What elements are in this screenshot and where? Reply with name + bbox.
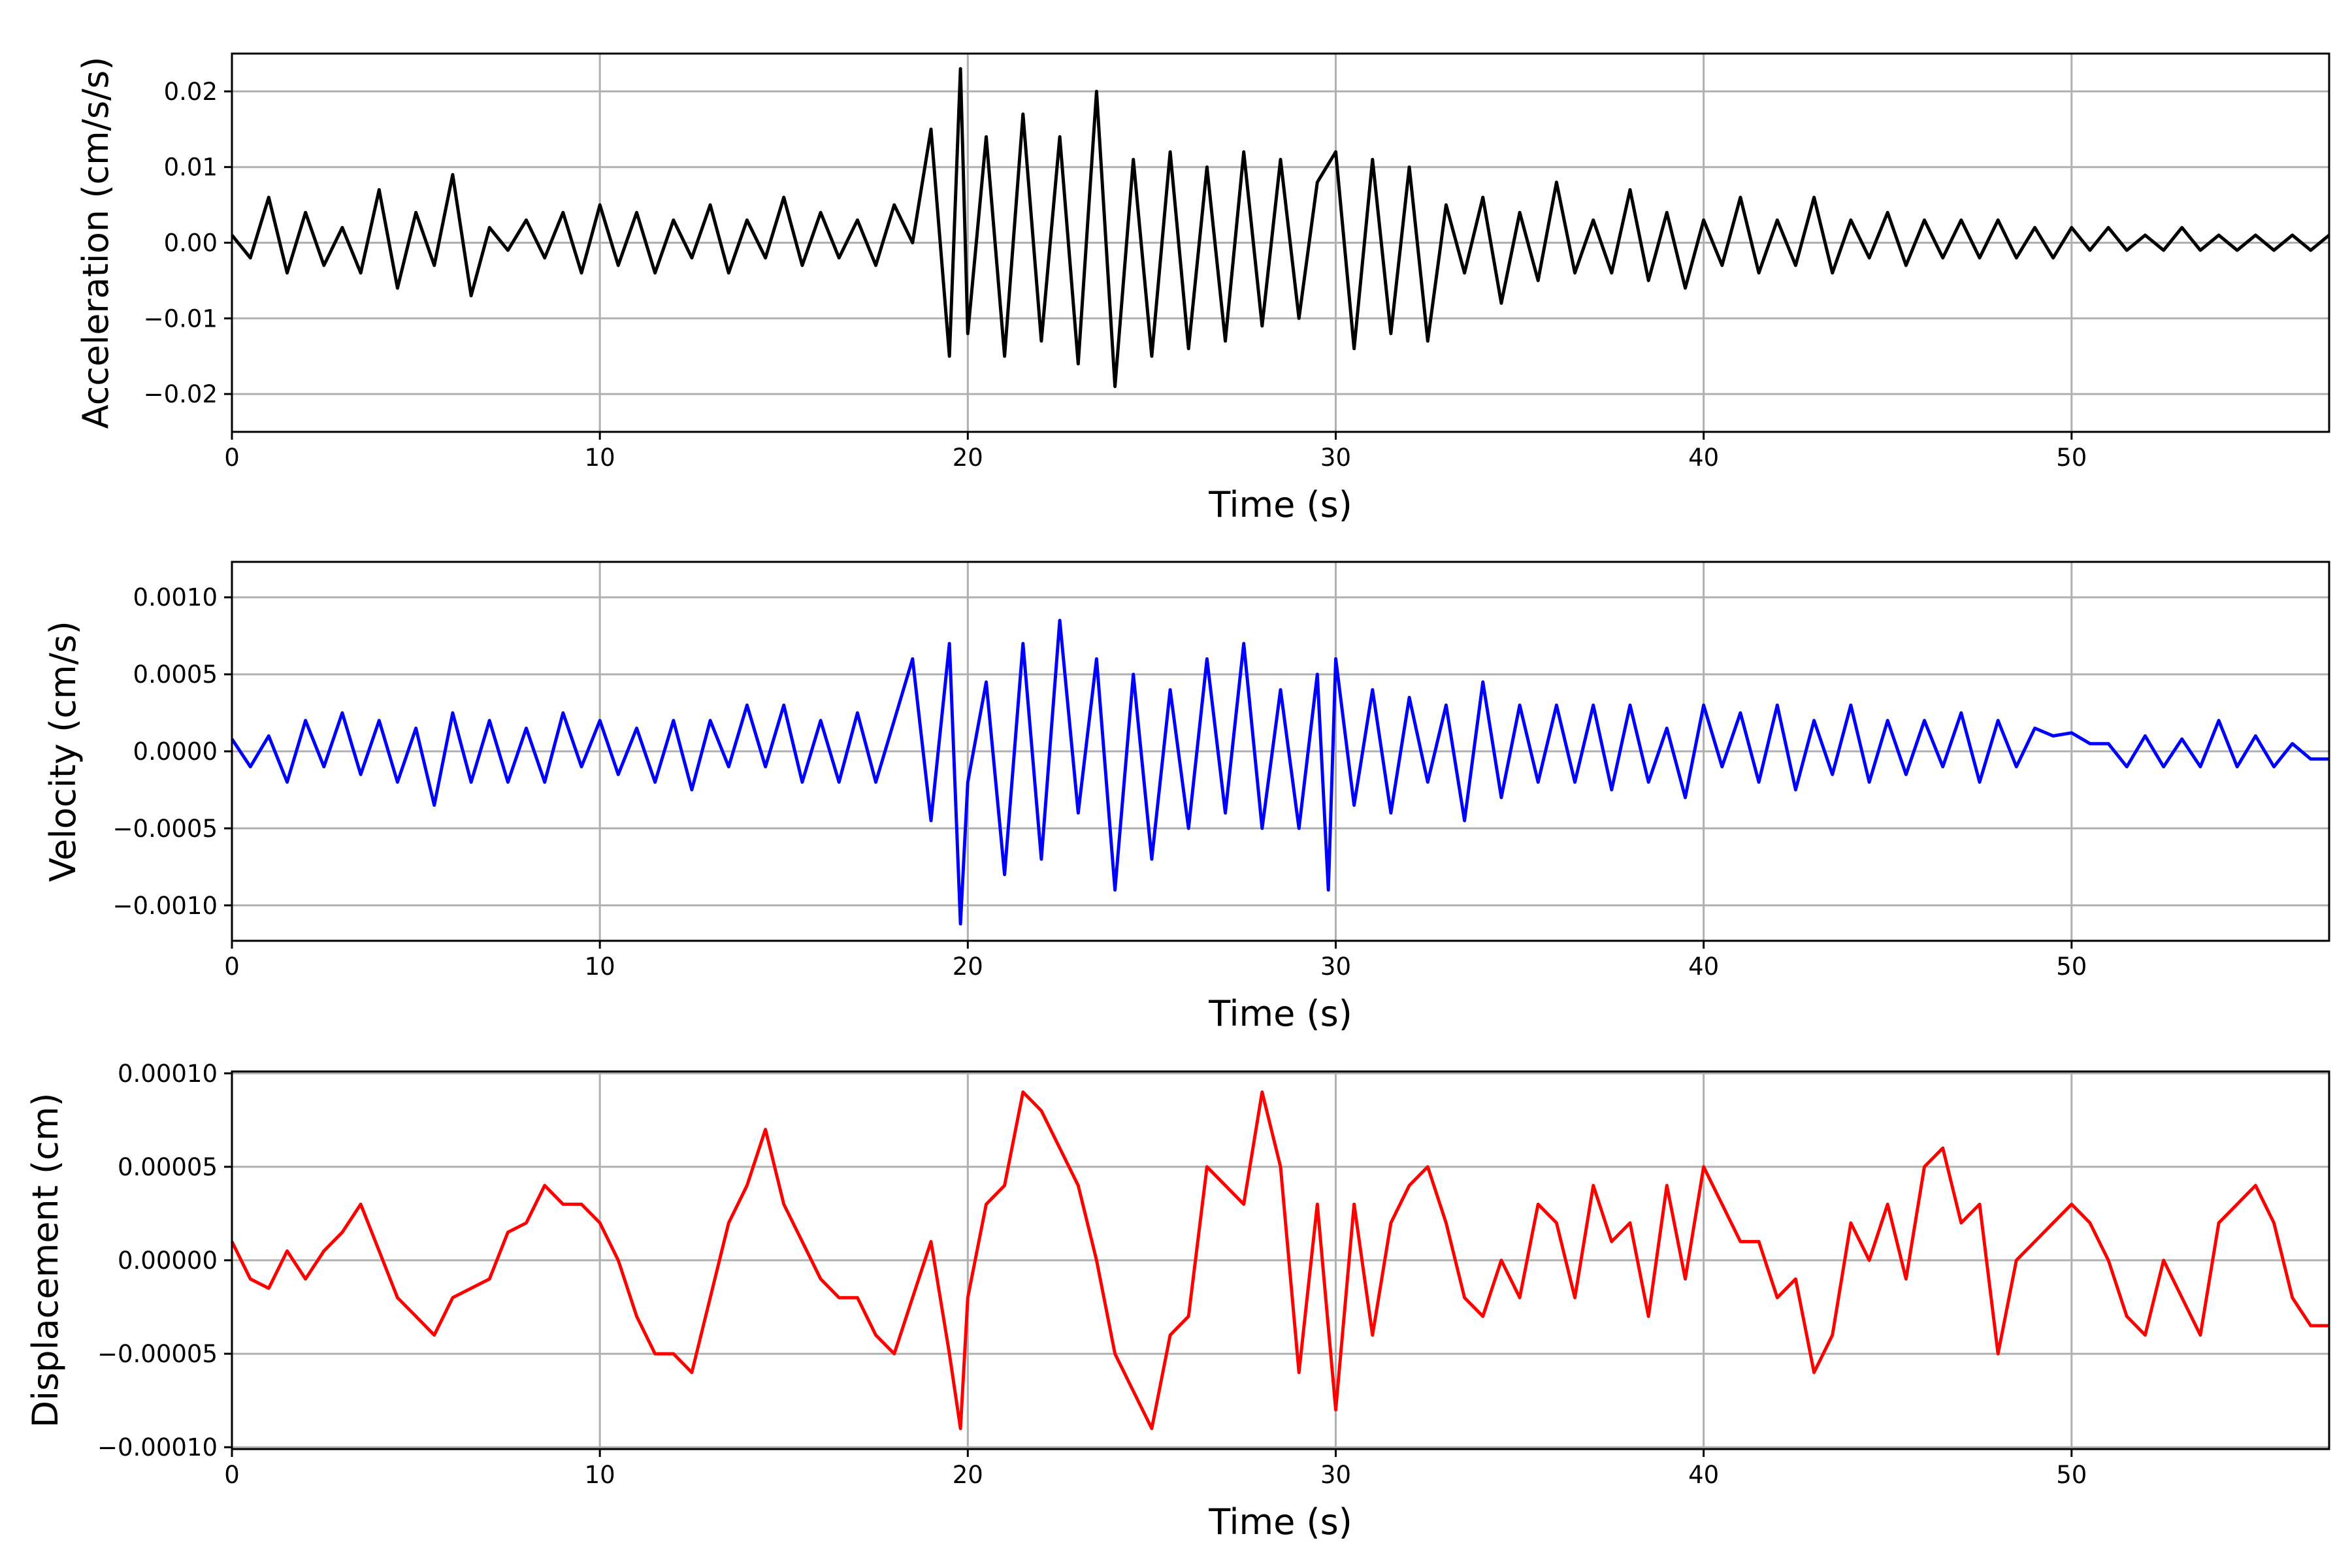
y-tick-label: −0.00005 [97,1340,218,1368]
x-tick-label: 0 [224,444,240,472]
x-axis-label: Time (s) [1208,1501,1352,1543]
y-tick-label: 0.00 [164,229,218,257]
y-tick-label: −0.0005 [113,815,218,843]
y-tick-label: −0.01 [144,304,218,333]
y-axis-label: Acceleration (cm/s/s) [75,57,116,429]
x-tick-label: 10 [585,953,615,981]
x-axis-label: Time (s) [1208,484,1352,525]
x-tick-label: 30 [1320,1461,1351,1489]
x-tick-label: 20 [953,953,983,981]
x-tick-label: 10 [585,444,615,472]
y-tick-label: 0.00010 [118,1060,218,1088]
y-tick-label: 0.02 [164,78,218,106]
x-tick-label: 10 [585,1461,615,1489]
displacement-subplot: 0 10 20 30 40 50 −0.00010 −0.00005 0.00000 0.0000… [25,1060,2330,1543]
y-tick-label: 0.00000 [118,1247,218,1275]
y-tick-label: 0.0010 [133,583,218,612]
acceleration-series-line [231,67,2330,388]
x-tick-label: 30 [1320,953,1351,981]
y-tick-label: −0.00010 [97,1433,218,1462]
x-tick-label: 40 [1688,1461,1719,1489]
subplots: 0 10 20 30 40 50 −0.02 −0.01 0.00 0.01 0.02 Time (s… [25,52,2330,1543]
x-tick-label: 50 [2056,953,2087,981]
y-tick-label: −0.02 [144,380,218,408]
y-tick-label: 0.00005 [118,1153,218,1181]
velocity-subplot: 0 10 20 30 40 50 −0.0010 −0.0005 0.0000 0.0005 0.0… [42,561,2330,1034]
x-tick-label: 0 [224,953,240,981]
x-tick-label: 20 [953,444,983,472]
x-tick-label: 40 [1688,444,1719,472]
velocity-series-line [230,619,2329,926]
displacement-series-line [230,1090,2329,1430]
x-tick-label: 40 [1688,953,1719,981]
acceleration-subplot: 0 10 20 30 40 50 −0.02 −0.01 0.00 0.01 0.02 Time (s… [75,52,2330,525]
y-tick-label: 0.01 [164,154,218,182]
y-tick-label: 0.0005 [133,661,218,689]
y-axis-label: Displacement (cm) [25,1093,66,1428]
x-tick-label: 20 [953,1461,983,1489]
y-tick-label: −0.0010 [113,892,218,920]
y-axis-label: Velocity (cm/s) [42,621,84,882]
x-tick-label: 50 [2056,444,2087,472]
x-tick-label: 30 [1320,444,1351,472]
x-tick-label: 0 [224,1461,240,1489]
x-axis-label: Time (s) [1208,993,1352,1034]
y-tick-label: 0.0000 [133,738,218,766]
x-tick-label: 50 [2056,1461,2087,1489]
